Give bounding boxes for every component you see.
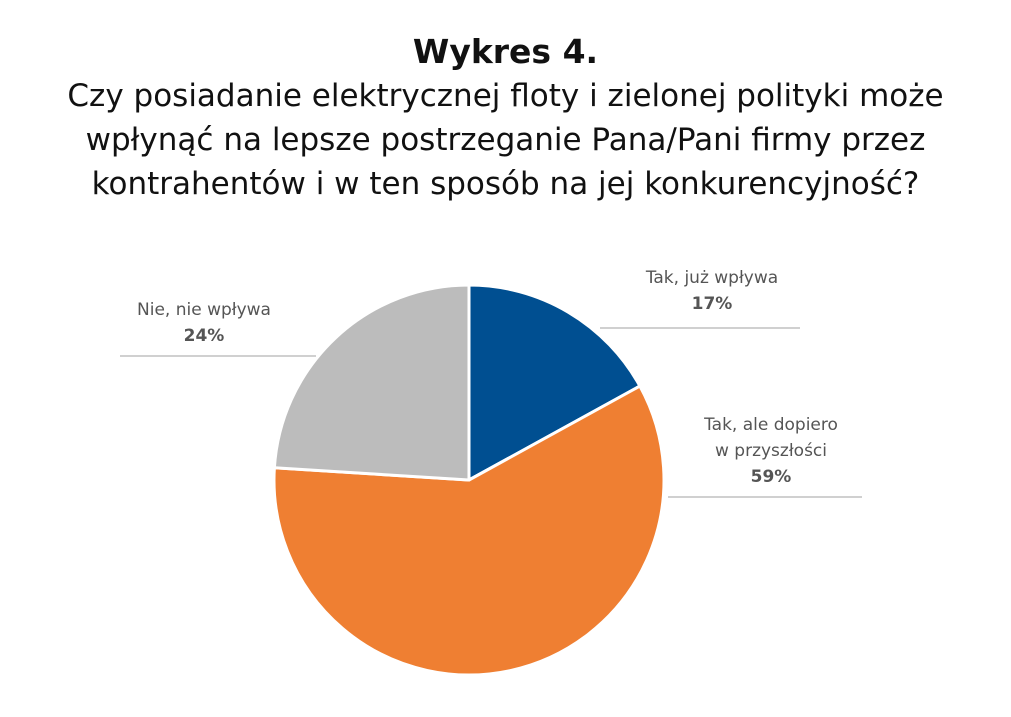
pie-slice-tak-juz-wplywa — [467, 283, 642, 482]
pie-slice-nie-nie-wplywa — [272, 283, 471, 482]
slice-label: Tak, ale dopiero — [703, 415, 838, 435]
slice-value-label: 17% — [692, 294, 733, 314]
slice-label-group-tak-w-przyszlosci: Tak, ale dopiero w przyszłości 59% — [668, 415, 862, 498]
slice-label-group-tak-juz-wplywa: Tak, już wpływa 17% — [600, 268, 800, 329]
slice-value-label: 24% — [184, 326, 225, 346]
slice-label: w przyszłości — [715, 441, 827, 461]
chart-header: Wykres 4. Czy posiadanie elektrycznej fl… — [0, 30, 1011, 206]
slice-label: Nie, nie wpływa — [137, 300, 271, 320]
slice-label: Tak, już wpływa — [645, 268, 778, 288]
slice-label-group-nie-nie-wplywa: Nie, nie wpływa 24% — [120, 300, 316, 357]
pie-labels: Tak, już wpływa 17% Tak, ale dopiero w przy… — [120, 268, 862, 498]
slice-value-label: 59% — [751, 467, 792, 487]
pie-slices — [272, 283, 666, 677]
chart-title: Czy posiadanie elektrycznej floty i ziel… — [67, 78, 944, 202]
pie-slice-tak-w-przyszlosci — [272, 384, 666, 677]
chart-number: Wykres 4. — [412, 32, 599, 71]
